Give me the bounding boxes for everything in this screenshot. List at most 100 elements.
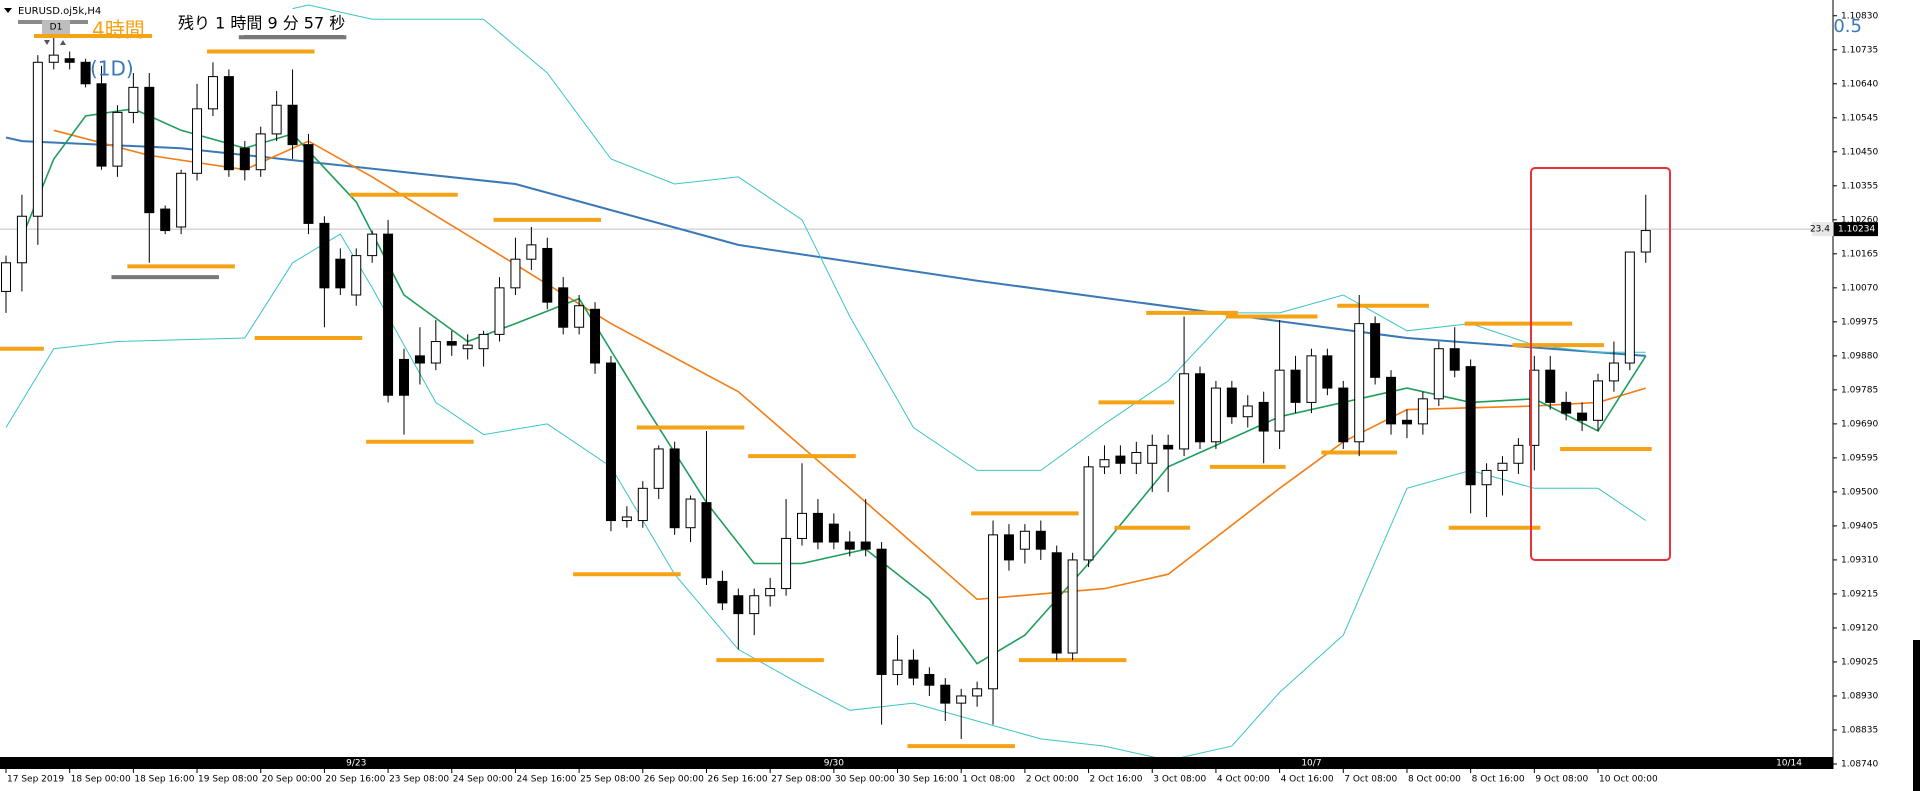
y-tick-label: 1.10070 (1841, 283, 1878, 293)
x-tick-label: 8 Oct 00:00 (1408, 775, 1461, 785)
candle-body (908, 659, 919, 679)
step-arrows[interactable] (44, 40, 66, 45)
y-tick-label: 1.10830 (1841, 11, 1878, 21)
y-tick-label: 1.10545 (1841, 113, 1878, 123)
y-tick-label: 1.09595 (1841, 453, 1878, 463)
x-tick-label: 8 Oct 16:00 (1472, 775, 1525, 785)
candle-body (940, 684, 951, 704)
y-tick-label: 1.10355 (1841, 181, 1878, 191)
candle-body (1035, 530, 1046, 550)
candle-body (1338, 387, 1349, 443)
candle-body (605, 362, 616, 522)
x-tick-label: 24 Sep 00:00 (453, 775, 513, 785)
candle-body (1322, 355, 1333, 389)
candle-body (1433, 348, 1444, 400)
candle-body (621, 516, 632, 522)
candle-body (701, 502, 712, 579)
candle-body (574, 305, 585, 328)
candle-body (1624, 251, 1635, 364)
week-label: 10/7 (1301, 759, 1321, 769)
candle-body (239, 147, 250, 171)
candle-body (1226, 387, 1237, 418)
candle-body (1115, 455, 1126, 464)
x-tick-label: 30 Sep 00:00 (835, 775, 895, 785)
candle-body (653, 448, 664, 489)
candle-body (1, 262, 11, 292)
label-4h: 4時間 (92, 18, 145, 42)
candle-body (685, 498, 696, 529)
y-tick-label: 1.09500 (1841, 487, 1878, 497)
x-tick-label: 17 Sep 2019 (7, 775, 64, 785)
indicator-line (292, 4, 1646, 471)
candle-body (1019, 530, 1030, 550)
plot-area (0, 4, 1833, 761)
candle-body (1210, 387, 1221, 443)
candle-body (1370, 323, 1381, 378)
candle-body (383, 233, 394, 396)
candle-body (717, 580, 728, 604)
candle-body (1449, 348, 1460, 371)
corner-value: 0.5 (1833, 16, 1862, 37)
y-tick-label: 1.09215 (1841, 589, 1878, 599)
x-tick-label: 9 Oct 08:00 (1535, 775, 1588, 785)
candle-body (271, 104, 282, 135)
indicator-line (21, 107, 1647, 665)
x-tick-label: 18 Sep 00:00 (71, 775, 131, 785)
candle-body (1354, 323, 1365, 443)
x-tick-label: 10 Oct 00:00 (1599, 775, 1658, 785)
x-tick-label: 19 Sep 08:00 (198, 775, 258, 785)
candle-body (351, 255, 362, 296)
menu-arrow[interactable] (4, 8, 12, 13)
candle-body (1067, 559, 1078, 654)
indicator-line (5, 136, 1646, 357)
last-price-tag (1834, 222, 1878, 237)
candle-body (1529, 369, 1540, 446)
timeframe-button[interactable] (42, 20, 70, 38)
y-tick-label: 1.09405 (1841, 521, 1878, 531)
x-tick-label: 4 Oct 00:00 (1217, 775, 1270, 785)
candle-body (144, 86, 155, 214)
candle-body (1513, 444, 1524, 464)
x-tick-label: 20 Sep 00:00 (262, 775, 322, 785)
candle-body (749, 595, 760, 615)
y-tick-label: 1.09120 (1841, 623, 1878, 633)
candle-body (1640, 230, 1651, 253)
candle-body (781, 537, 792, 590)
time-band (0, 757, 1833, 769)
timeframe-label: D1 (50, 23, 63, 33)
candle-body (1083, 466, 1094, 561)
candle-body (1545, 369, 1556, 403)
candle-body (876, 548, 887, 675)
y-tick-label: 1.10165 (1841, 249, 1878, 259)
candle-body (1003, 534, 1014, 561)
indicator-tag (1812, 222, 1833, 237)
x-tick-label: 26 Sep 00:00 (644, 775, 704, 785)
candle-body (176, 172, 187, 228)
candle-body (1417, 398, 1428, 425)
candle-body (1242, 405, 1253, 418)
candle-body (1147, 444, 1158, 464)
candle-body (1561, 401, 1572, 414)
label-underline (34, 34, 152, 38)
scroll-marker (1913, 640, 1920, 791)
candle-body (319, 222, 330, 289)
timer-bar (244, 35, 344, 39)
candle-body (48, 54, 59, 63)
x-tick-label: 26 Sep 16:00 (707, 775, 767, 785)
candle-body (16, 215, 27, 264)
candle-body (590, 308, 601, 364)
candle-body (64, 58, 75, 63)
candle-body (1099, 459, 1110, 468)
label-1d: (1D) (90, 57, 134, 81)
highlight-box (1530, 167, 1671, 561)
candle-body (542, 247, 553, 303)
candle-body (812, 512, 823, 543)
y-tick-label: 1.09880 (1841, 351, 1878, 361)
candle-body (1290, 369, 1301, 403)
candle-body (526, 244, 537, 260)
x-tick-label: 24 Sep 16:00 (516, 775, 576, 785)
y-tick-label: 1.10450 (1841, 147, 1878, 157)
candle-body (430, 341, 441, 364)
candle-body (988, 534, 999, 690)
candle-body (797, 512, 807, 539)
